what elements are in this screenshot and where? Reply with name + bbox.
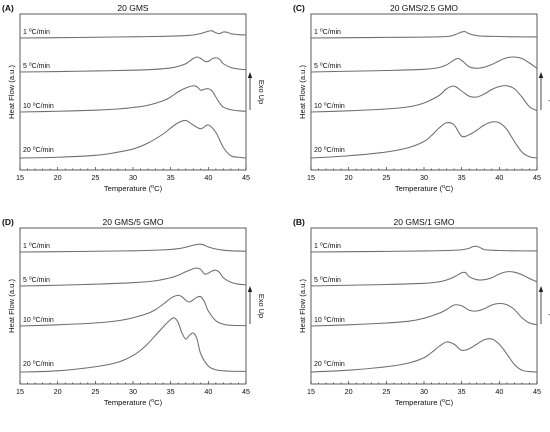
chart-panel: (B) 20 GMS/1 GMO 15 20 25 30 35 40 45 Temperature… xyxy=(293,217,550,407)
y-axis-label: Heat Flow (a.u.) xyxy=(7,279,16,333)
series-label: 1 oC/min xyxy=(23,27,50,36)
exo-up-label: Exo Up xyxy=(257,80,266,104)
series-label: 5 oC/min xyxy=(314,61,341,70)
x-tick-label: 20 xyxy=(345,173,353,182)
exo-up-label: Exo Up xyxy=(548,80,550,104)
series-line xyxy=(19,294,247,327)
series-label: 5 oC/min xyxy=(23,61,50,70)
x-tick-label: 45 xyxy=(242,387,250,396)
y-axis-label: Heat Flow (a.u.) xyxy=(298,65,307,119)
x-tick-label: 35 xyxy=(167,173,175,182)
series-label: 10 oC/min xyxy=(23,315,54,324)
x-tick-label: 30 xyxy=(129,387,137,396)
series-line xyxy=(310,121,538,159)
x-tick-label: 40 xyxy=(204,173,212,182)
chart-panel: (A) 20 GMS 15 20 25 30 35 40 45 Temperature (oC) H… xyxy=(2,3,266,193)
exo-up-arrow-head xyxy=(538,72,544,78)
panel-title: 20 GMS/5 GMO xyxy=(103,217,164,227)
x-tick-label: 35 xyxy=(458,387,466,396)
chart-panel: (D) 20 GMS/5 GMO 15 20 25 30 35 40 45 Temperature… xyxy=(2,217,266,407)
series-line xyxy=(310,302,538,327)
series-label: 10 oC/min xyxy=(23,101,54,110)
x-tick-label: 45 xyxy=(533,387,541,396)
series-line xyxy=(19,30,247,39)
series-label: 20 oC/min xyxy=(23,359,54,368)
x-tick-label: 25 xyxy=(382,173,390,182)
series-label: 5 oC/min xyxy=(314,275,341,284)
x-tick-label: 25 xyxy=(91,173,99,182)
panel-letter: (D) xyxy=(2,217,14,227)
x-tick-label: 30 xyxy=(420,387,428,396)
panel-letter: (C) xyxy=(293,3,305,13)
series-label: 20 oC/min xyxy=(314,145,345,154)
series-label: 20 oC/min xyxy=(314,359,345,368)
x-axis-label: Temperature (oC) xyxy=(395,184,454,193)
x-tick-label: 20 xyxy=(345,387,353,396)
series-line xyxy=(310,56,538,73)
x-tick-label: 20 xyxy=(54,173,62,182)
x-tick-label: 15 xyxy=(307,387,315,396)
series-line xyxy=(19,119,247,159)
x-tick-label: 35 xyxy=(167,387,175,396)
x-tick-label: 15 xyxy=(307,173,315,182)
chart-panel: (C) 20 GMS/2.5 GMO 15 20 25 30 35 40 45 Temperatu… xyxy=(293,3,550,193)
exo-up-label: Exo Up xyxy=(548,294,550,318)
x-axis-label: Temperature (oC) xyxy=(104,398,163,407)
series-line xyxy=(19,85,247,113)
series-line xyxy=(310,85,538,113)
series-label: 10 oC/min xyxy=(314,315,345,324)
x-tick-label: 45 xyxy=(242,173,250,182)
x-tick-label: 15 xyxy=(16,173,24,182)
panel-title: 20 GMS/1 GMO xyxy=(394,217,455,227)
x-tick-label: 15 xyxy=(16,387,24,396)
panel-title: 20 GMS/2.5 GMO xyxy=(390,3,458,13)
series-line xyxy=(19,317,247,373)
series-line xyxy=(19,243,247,253)
exo-up-arrow-head xyxy=(538,286,544,292)
x-tick-label: 40 xyxy=(495,387,503,396)
series-line xyxy=(310,245,538,253)
x-axis-label: Temperature (oC) xyxy=(395,398,454,407)
x-tick-label: 40 xyxy=(495,173,503,182)
x-tick-label: 30 xyxy=(129,173,137,182)
x-tick-label: 45 xyxy=(533,173,541,182)
series-line xyxy=(310,30,538,39)
series-label: 1 oC/min xyxy=(314,27,341,36)
series-label: 5 oC/min xyxy=(23,275,50,284)
exo-up-label: Exo Up xyxy=(257,294,266,318)
x-tick-label: 25 xyxy=(91,387,99,396)
series-label: 20 oC/min xyxy=(23,145,54,154)
series-line xyxy=(310,271,538,287)
panel-letter: (A) xyxy=(2,3,14,13)
exo-up-arrow-head xyxy=(247,72,253,78)
x-tick-label: 35 xyxy=(458,173,466,182)
x-tick-label: 25 xyxy=(382,387,390,396)
panel-title: 20 GMS xyxy=(117,3,149,13)
panel-letter: (B) xyxy=(293,217,305,227)
x-tick-label: 40 xyxy=(204,387,212,396)
exo-up-arrow-head xyxy=(247,286,253,292)
series-line xyxy=(310,338,538,373)
series-label: 10 oC/min xyxy=(314,101,345,110)
x-tick-label: 20 xyxy=(54,387,62,396)
series-line xyxy=(19,267,247,287)
x-axis-label: Temperature (oC) xyxy=(104,184,163,193)
x-tick-label: 30 xyxy=(420,173,428,182)
series-line xyxy=(19,56,247,73)
y-axis-label: Heat Flow (a.u.) xyxy=(7,65,16,119)
series-label: 1 oC/min xyxy=(314,241,341,250)
y-axis-label: Heat Flow (a.u.) xyxy=(298,279,307,333)
series-label: 1 oC/min xyxy=(23,241,50,250)
